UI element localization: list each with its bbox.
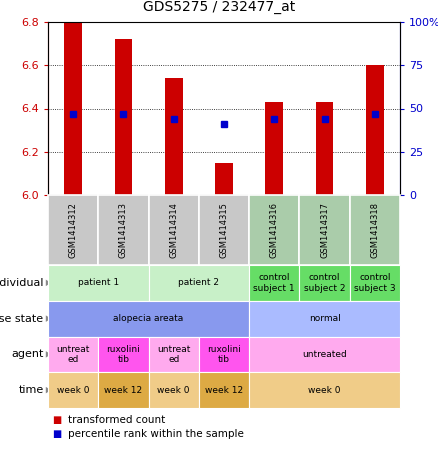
Text: GDS5275 / 232477_at: GDS5275 / 232477_at	[143, 0, 295, 14]
Bar	[64, 22, 82, 195]
Text: untreat
ed: untreat ed	[57, 345, 90, 364]
Text: week 12: week 12	[205, 386, 243, 395]
Bar	[366, 65, 384, 195]
Text: GSM1414316: GSM1414316	[270, 202, 279, 258]
Text: GSM1414318: GSM1414318	[371, 202, 379, 258]
Text: ■: ■	[53, 429, 62, 439]
Text: ruxolini
tib: ruxolini tib	[106, 345, 140, 364]
Text: transformed count: transformed count	[68, 415, 165, 425]
Text: disease state: disease state	[0, 313, 44, 323]
Text: week 0: week 0	[308, 386, 341, 395]
Text: normal: normal	[309, 314, 340, 323]
Bar	[316, 102, 333, 195]
Text: untreat
ed: untreat ed	[157, 345, 191, 364]
Text: control
subject 1: control subject 1	[254, 273, 295, 293]
Text: alopecia areata: alopecia areata	[113, 314, 184, 323]
Bar	[265, 102, 283, 195]
Bar	[115, 39, 132, 195]
Bar	[215, 163, 233, 195]
Text: individual: individual	[0, 278, 44, 288]
Bar	[165, 78, 183, 195]
Text: untreated: untreated	[302, 350, 347, 359]
Text: time: time	[18, 385, 44, 395]
Text: control
subject 3: control subject 3	[354, 273, 396, 293]
Text: GSM1414314: GSM1414314	[169, 202, 178, 258]
Text: percentile rank within the sample: percentile rank within the sample	[68, 429, 244, 439]
Text: agent: agent	[11, 349, 44, 359]
Text: control
subject 2: control subject 2	[304, 273, 345, 293]
Text: patient 1: patient 1	[78, 279, 119, 287]
Text: GSM1414312: GSM1414312	[69, 202, 78, 258]
Text: GSM1414317: GSM1414317	[320, 202, 329, 258]
Text: ■: ■	[53, 415, 62, 425]
Text: week 0: week 0	[158, 386, 190, 395]
Text: week 12: week 12	[104, 386, 142, 395]
Text: ruxolini
tib: ruxolini tib	[207, 345, 241, 364]
Text: GSM1414315: GSM1414315	[219, 202, 229, 258]
Text: week 0: week 0	[57, 386, 89, 395]
Text: GSM1414313: GSM1414313	[119, 202, 128, 258]
Text: patient 2: patient 2	[178, 279, 219, 287]
